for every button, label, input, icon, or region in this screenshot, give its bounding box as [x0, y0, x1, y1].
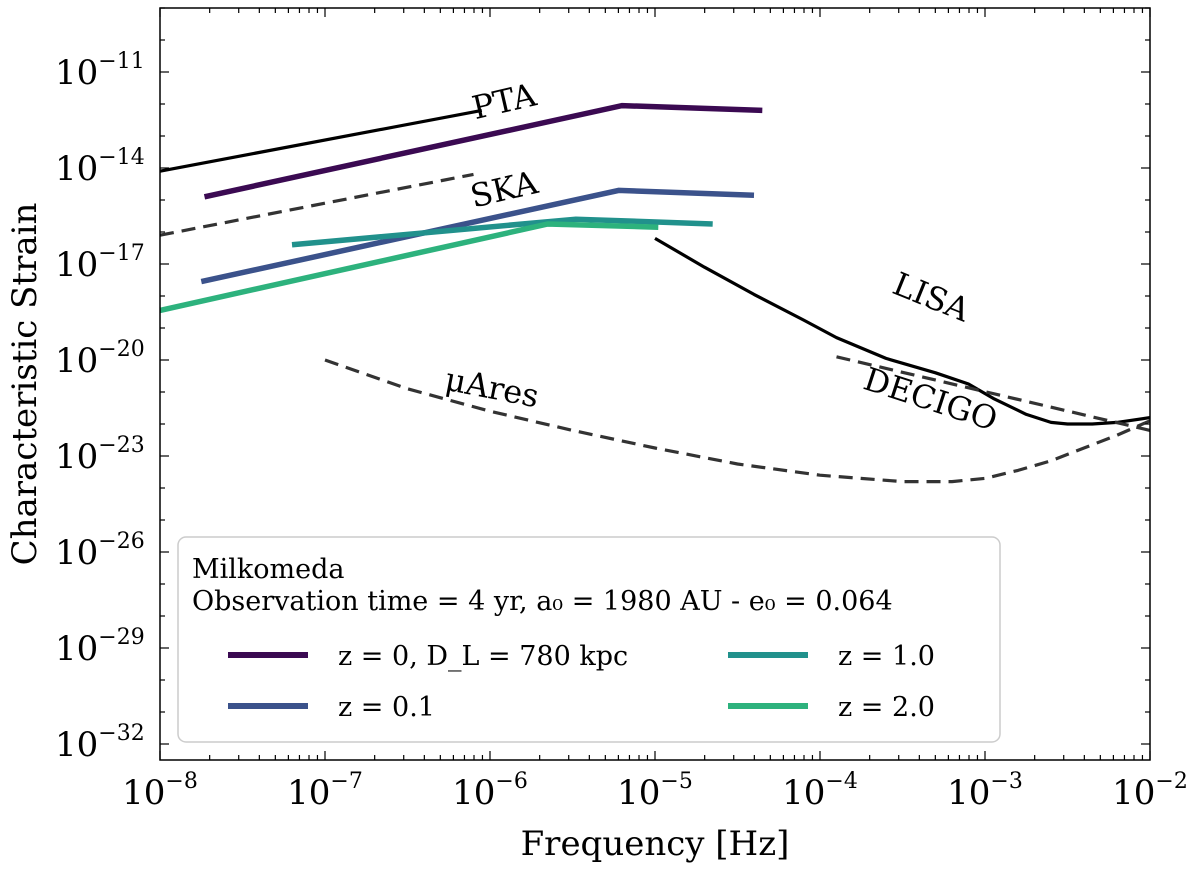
y-tick-base: 10	[55, 245, 98, 285]
y-tick-label: 10−14	[55, 145, 145, 189]
y-tick-base: 10	[55, 437, 98, 477]
sensitivity-curve-ska	[159, 172, 474, 237]
legend-entry-0: z = 0, D_L = 780 kpc	[338, 641, 628, 672]
series-line-0	[203, 102, 763, 200]
legend-entry-1: z = 0.1	[338, 692, 435, 723]
y-tick-base: 10	[55, 629, 98, 669]
y-tick-label: 10−20	[55, 337, 145, 381]
y-tick-label: 10−32	[55, 721, 145, 765]
x-tick-base: 10	[947, 773, 990, 813]
x-tick-exponent: −4	[825, 769, 857, 794]
curve-label-0: PTA	[468, 75, 540, 127]
x-tick-base: 10	[452, 773, 495, 813]
x-tick-label: 10−8	[122, 769, 198, 813]
x-tick-base: 10	[782, 773, 825, 813]
x-tick-base: 10	[122, 773, 165, 813]
y-tick-exponent: −26	[98, 529, 144, 554]
x-tick-base: 10	[1112, 773, 1155, 813]
y-tick-label: 10−17	[55, 241, 145, 285]
x-tick-label: 10−5	[617, 769, 693, 813]
x-tick-exponent: −8	[165, 769, 197, 794]
y-tick-exponent: −23	[98, 433, 144, 458]
legend-title: Milkomeda	[192, 554, 345, 585]
series-line-2	[291, 216, 713, 248]
x-tick-exponent: −3	[990, 769, 1022, 794]
legend-entry-2: z = 1.0	[838, 641, 935, 672]
x-tick-exponent: −2	[1155, 769, 1187, 794]
sensitivity-curve-lisa	[654, 237, 1151, 426]
curve-label-4: μAres	[442, 360, 542, 415]
y-tick-base: 10	[55, 341, 98, 381]
sensitivity-curve-muares	[324, 358, 1151, 484]
y-tick-exponent: −29	[98, 625, 144, 650]
y-tick-label: 10−29	[55, 625, 145, 669]
x-tick-exponent: −6	[495, 769, 527, 794]
y-tick-exponent: −11	[98, 49, 144, 74]
y-tick-exponent: −17	[98, 241, 144, 266]
legend-box	[177, 536, 1001, 743]
y-tick-base: 10	[55, 149, 98, 189]
y-tick-label: 10−11	[55, 49, 145, 93]
curve-label-2: LISA	[888, 265, 976, 330]
series-line-1	[200, 187, 755, 285]
x-axis-title: Frequency [Hz]	[521, 824, 790, 864]
x-tick-label: 10−3	[947, 769, 1023, 813]
x-tick-label: 10−6	[452, 769, 528, 813]
y-tick-exponent: −14	[98, 145, 144, 170]
legend-subtitle: Observation time = 4 yr, a₀ = 1980 AU - …	[192, 586, 893, 617]
y-tick-label: 10−26	[55, 529, 145, 573]
legend-entry-3: z = 2.0	[838, 692, 935, 723]
y-axis-title: Characteristic Strain	[5, 203, 45, 566]
y-tick-base: 10	[55, 53, 98, 93]
y-tick-exponent: −20	[98, 337, 144, 362]
y-tick-base: 10	[55, 725, 98, 765]
x-tick-label: 10−2	[1112, 769, 1188, 813]
series-line-3	[159, 221, 659, 314]
sensitivity-curve-decigo	[836, 355, 1151, 432]
x-tick-base: 10	[287, 773, 330, 813]
x-tick-label: 10−7	[287, 769, 363, 813]
sensitivity-curve-pta	[159, 108, 483, 173]
y-tick-base: 10	[55, 533, 98, 573]
y-tick-label: 10−23	[55, 433, 145, 477]
x-tick-base: 10	[617, 773, 660, 813]
x-tick-exponent: −7	[330, 769, 362, 794]
x-tick-exponent: −5	[660, 769, 692, 794]
axes: 10−8 10−7 10−6 10−5 10−4 10−3 10−210−1110−1410…	[5, 7, 1188, 864]
x-tick-label: 10−4	[782, 769, 858, 813]
y-tick-exponent: −32	[98, 721, 144, 746]
